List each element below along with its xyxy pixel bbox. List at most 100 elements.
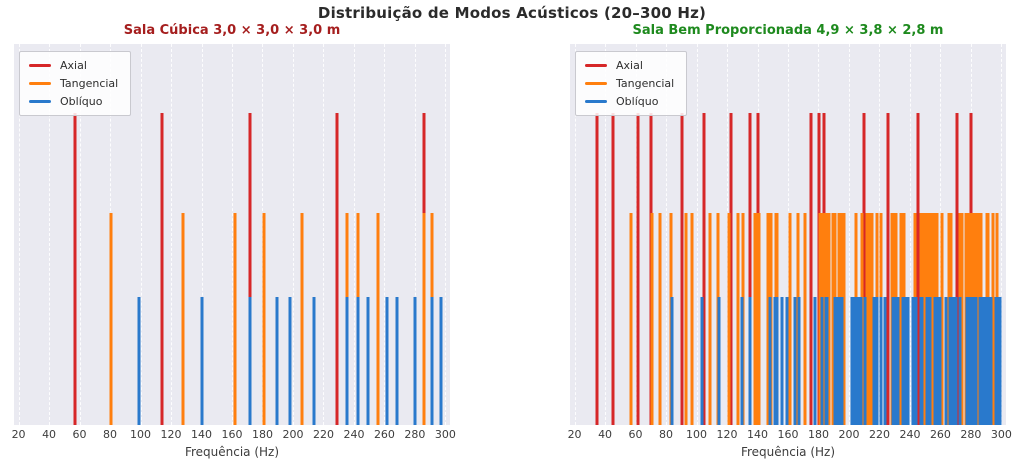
mode-line-tangencial — [376, 212, 380, 425]
mode-line-obliquo — [954, 296, 958, 425]
mode-line-obliquo — [840, 296, 844, 425]
legend-item-obliquo: Oblíquo — [585, 95, 674, 108]
mode-line-axial — [748, 112, 752, 425]
mode-line-obliquo — [395, 296, 399, 425]
mode-line-obliquo — [780, 296, 784, 425]
mode-line-axial — [248, 112, 252, 425]
legend-swatch-axial-icon — [585, 64, 607, 67]
mode-line-tangencial — [831, 212, 834, 425]
mode-line-obliquo — [903, 296, 907, 425]
mode-line-obliquo — [894, 296, 898, 425]
legend-item-axial: Axial — [29, 59, 118, 72]
mode-line-axial — [73, 112, 77, 425]
legend: Axial Tangencial Oblíquo — [575, 51, 688, 116]
legend-label-obliquo: Oblíquo — [616, 95, 659, 108]
x-axis-ticks: 20 40 60 80 100 120 140 160 180 200 220 240 260 280 30… — [567, 428, 1012, 442]
mode-line-obliquo — [288, 296, 292, 425]
mode-line-tangencial — [736, 212, 740, 425]
x-tick-label: 20 — [567, 428, 582, 441]
mode-line-obliquo — [137, 296, 141, 425]
mode-line-tangencial — [753, 212, 757, 425]
gridline — [445, 44, 447, 425]
mode-line-obliquo — [312, 296, 316, 425]
gridline — [18, 44, 20, 425]
mode-line-obliquo — [820, 296, 824, 425]
mode-line-tangencial — [300, 212, 304, 425]
mode-line-obliquo — [439, 296, 443, 425]
x-tick-label: 220 — [312, 428, 334, 441]
mode-line-obliquo — [835, 296, 839, 425]
mode-line-tangencial — [181, 212, 185, 425]
mode-line-axial — [862, 112, 866, 425]
mode-line-obliquo — [974, 296, 978, 425]
gridline — [353, 44, 355, 425]
figure-title: Distribuição de Modos Acústicos (20–300 … — [317, 4, 707, 22]
x-tick-label: 140 — [191, 428, 212, 441]
x-axis-label: Frequência (Hz) — [740, 445, 836, 459]
gridline — [49, 44, 51, 425]
legend-label-axial: Axial — [616, 59, 643, 72]
x-tick-label: 120 — [160, 428, 182, 441]
x-tick-label: 20 — [11, 428, 26, 441]
mode-line-obliquo — [958, 296, 961, 425]
mode-line-obliquo — [920, 296, 924, 425]
legend-label-axial: Axial — [60, 59, 87, 72]
legend-label-obliquo: Oblíquo — [60, 95, 103, 108]
mode-line-tangencial — [822, 212, 826, 425]
x-tick-label: 300 — [990, 428, 1012, 441]
subplot-proportioned-room: Sala Bem Proporcionada 4,9 × 3,8 × 2,8 m… — [567, 0, 1012, 470]
x-tick-label: 40 — [598, 428, 613, 441]
mode-line-obliquo — [824, 296, 828, 425]
mode-line-tangencial — [931, 212, 935, 425]
mode-line-tangencial — [960, 212, 964, 425]
mode-line-tangencial — [422, 212, 426, 425]
gridline — [574, 44, 576, 425]
mode-line-tangencial — [650, 212, 654, 425]
mode-line-obliquo — [911, 296, 915, 425]
gridline — [201, 44, 203, 425]
mode-line-tangencial — [109, 212, 113, 425]
mode-line-axial — [809, 112, 813, 425]
x-tick-label: 180 — [807, 428, 829, 441]
mode-line-obliquo — [773, 296, 777, 425]
mode-line-obliquo — [793, 296, 797, 425]
mode-line-tangencial — [755, 212, 759, 425]
mode-line-obliquo — [366, 296, 370, 425]
mode-line-axial — [702, 112, 706, 425]
mode-line-obliquo — [989, 296, 993, 425]
mode-line-tangencial — [757, 212, 761, 425]
mode-line-obliquo — [926, 296, 930, 425]
mode-line-obliquo — [944, 296, 948, 425]
x-tick-label: 260 — [373, 428, 395, 441]
x-tick-label: 160 — [221, 428, 243, 441]
mode-line-obliquo — [863, 296, 867, 425]
mode-line-obliquo — [200, 296, 203, 425]
mode-line-axial — [636, 112, 640, 425]
mode-line-tangencial — [842, 212, 846, 425]
mode-line-obliquo — [872, 296, 876, 425]
mode-line-obliquo — [248, 296, 252, 425]
x-axis-label: Frequência (Hz) — [184, 445, 280, 459]
mode-line-tangencial — [865, 212, 869, 425]
x-tick-label: 100 — [130, 428, 152, 441]
mode-line-tangencial — [868, 212, 872, 425]
x-tick-label: 220 — [868, 428, 890, 441]
mode-line-tangencial — [860, 212, 864, 425]
gridline — [909, 44, 911, 425]
x-tick-label: 40 — [42, 428, 57, 441]
mode-line-tangencial — [658, 212, 662, 425]
x-tick-label: 60 — [72, 428, 87, 441]
legend-label-tangencial: Tangencial — [60, 77, 119, 90]
mode-line-obliquo — [906, 296, 910, 425]
gridline — [384, 44, 386, 425]
mode-line-tangencial — [727, 212, 731, 425]
legend-swatch-obliquo-icon — [29, 100, 51, 103]
x-tick-label: 280 — [960, 428, 982, 441]
mode-line-tangencial — [818, 212, 822, 425]
x-tick-label: 100 — [686, 428, 708, 441]
x-tick-label: 300 — [434, 428, 456, 441]
legend-swatch-axial-icon — [29, 64, 51, 67]
plot-area — [570, 44, 1006, 425]
mode-line-obliquo — [385, 296, 389, 425]
gridline — [171, 44, 173, 425]
